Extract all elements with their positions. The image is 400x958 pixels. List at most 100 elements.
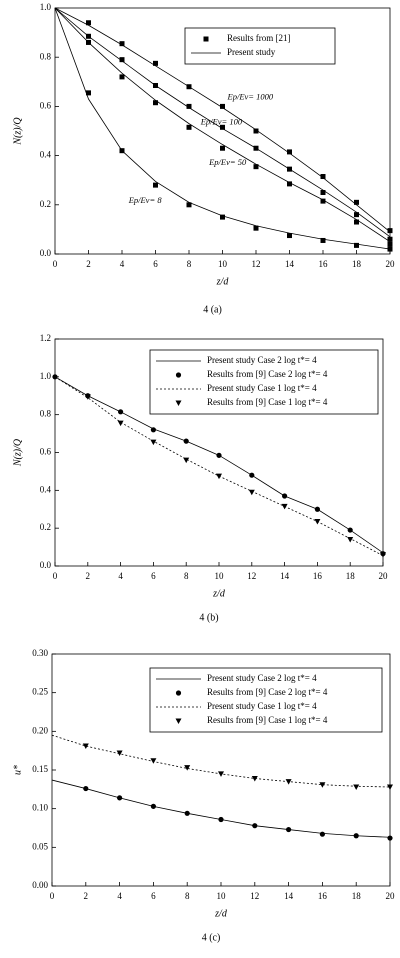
y-tick-label: 0.00 <box>32 880 48 890</box>
marker <box>216 473 222 480</box>
marker <box>253 164 259 170</box>
marker <box>153 60 158 66</box>
y-tick-label: 0.20 <box>32 725 48 735</box>
x-tick-label: 18 <box>346 571 356 581</box>
y-axis-label: N(z)/Q <box>12 438 23 467</box>
marker <box>153 100 158 106</box>
marker <box>150 427 156 433</box>
marker <box>282 493 288 499</box>
marker <box>354 212 359 218</box>
marker <box>82 743 89 750</box>
x-tick-label: 10 <box>215 571 225 581</box>
y-tick-label: 0.2 <box>40 199 51 209</box>
marker <box>86 20 91 26</box>
legend-marker <box>175 718 182 724</box>
x-tick-label: 0 <box>50 891 55 901</box>
marker <box>253 128 259 134</box>
legend-box <box>184 27 336 65</box>
marker <box>183 457 190 464</box>
legend-label: Results from [9] Case 1 log t*= 4 <box>207 397 328 407</box>
marker <box>119 41 125 47</box>
legend-label: Present study Case 1 log t*= 4 <box>207 701 317 711</box>
marker <box>287 181 292 187</box>
caption: 4 (a) <box>203 304 222 315</box>
y-tick-label: 0.05 <box>32 841 48 851</box>
x-tick-label: 14 <box>280 571 290 581</box>
marker <box>184 810 190 816</box>
legend-marker <box>203 36 209 42</box>
y-tick-label: 0.4 <box>40 484 52 494</box>
x-tick-label: 12 <box>247 571 256 581</box>
marker <box>286 826 292 833</box>
marker <box>186 103 192 109</box>
marker <box>380 552 386 558</box>
x-tick-label: 2 <box>86 571 91 581</box>
x-tick-label: 10 <box>218 259 228 269</box>
line <box>54 7 391 238</box>
marker <box>320 237 326 243</box>
marker <box>287 149 292 155</box>
marker <box>387 835 393 841</box>
y-tick-label: 0.0 <box>40 248 52 258</box>
legend-label: Results from [9] Case 2 log t*= 4 <box>207 687 328 697</box>
x-tick-label: 16 <box>318 891 328 901</box>
marker <box>218 816 224 823</box>
annotation: Ep/Ev= 8 <box>128 195 163 205</box>
legend-marker <box>175 400 182 406</box>
line <box>51 779 391 838</box>
y-tick-label: 0.15 <box>32 764 48 774</box>
x-tick-label: 6 <box>153 259 158 269</box>
marker <box>116 750 123 756</box>
marker <box>347 527 353 533</box>
line <box>54 7 391 250</box>
annotation: Ep/Ev= 100 <box>200 116 243 126</box>
x-tick-label: 8 <box>187 259 192 269</box>
x-tick-label: 4 <box>118 571 123 581</box>
legend-label: Present study Case 2 log t*= 4 <box>207 355 317 365</box>
y-tick-label: 0.6 <box>40 100 52 110</box>
y-tick-label: 1.0 <box>40 371 52 381</box>
y-tick-label: 0.0 <box>40 560 52 570</box>
caption: 4 (c) <box>202 932 221 943</box>
annotation: Ep/Ev= 50 <box>208 157 247 167</box>
marker <box>150 439 157 446</box>
marker <box>119 57 125 63</box>
y-tick-label: 1.0 <box>40 2 52 12</box>
marker <box>117 420 124 427</box>
caption: 4 (b) <box>199 612 218 623</box>
marker <box>248 489 255 496</box>
y-tick-label: 1.2 <box>40 333 51 343</box>
marker <box>83 785 89 792</box>
x-axis-label: z/d <box>214 908 228 919</box>
marker <box>353 784 360 791</box>
x-tick-label: 12 <box>252 259 261 269</box>
y-tick-label: 0.25 <box>32 687 48 697</box>
x-tick-label: 8 <box>185 891 190 901</box>
marker <box>220 103 225 109</box>
x-axis-label: z/d <box>216 276 230 287</box>
marker <box>153 182 158 188</box>
marker <box>216 452 222 458</box>
x-tick-label: 4 <box>120 259 125 269</box>
marker <box>218 771 224 777</box>
x-tick-label: 20 <box>386 259 396 269</box>
marker <box>320 190 326 195</box>
legend-label: Present study Case 2 log t*= 4 <box>207 673 317 683</box>
legend-label: Results from [21] <box>227 33 291 43</box>
marker <box>387 228 393 234</box>
y-tick-label: 0.8 <box>40 409 52 419</box>
marker <box>220 124 225 130</box>
marker <box>150 803 156 809</box>
marker <box>387 241 393 247</box>
annotation: Ep/Ev= 1000 <box>227 92 274 102</box>
marker <box>347 537 354 543</box>
marker <box>319 782 326 788</box>
marker <box>285 779 292 785</box>
x-tick-label: 2 <box>84 891 89 901</box>
x-tick-label: 18 <box>352 259 362 269</box>
legend-label: Present study <box>227 47 276 57</box>
y-tick-label: 0.6 <box>40 447 52 457</box>
marker <box>249 472 255 478</box>
marker <box>314 519 321 525</box>
